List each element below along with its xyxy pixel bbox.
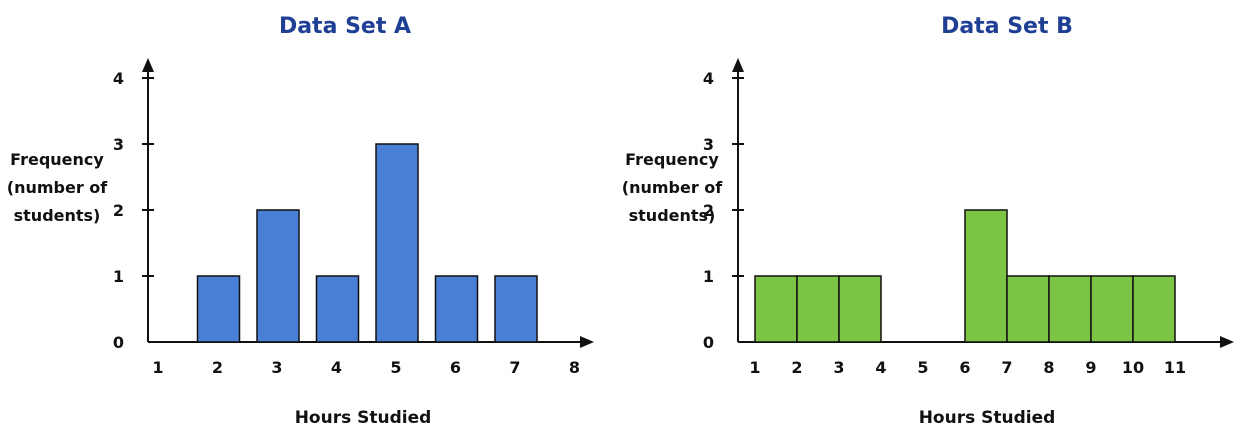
x-tick-label: 7 [1001, 358, 1012, 377]
x-tick-label: 8 [1043, 358, 1054, 377]
x-axis-label: Hours Studied [294, 408, 432, 428]
bar [1048, 275, 1092, 343]
y-tick-label: 3 [703, 135, 714, 154]
x-tick-label: 11 [1164, 358, 1186, 377]
chart-title: Data Set B [941, 14, 1073, 39]
y-tick-label: 1 [703, 267, 714, 286]
y-tick-label: 4 [113, 69, 124, 88]
x-tick-label: 4 [875, 358, 886, 377]
y-axis-label: Frequency (number of students) [621, 150, 723, 225]
bar [1006, 275, 1050, 343]
chart-plot-area: 0 1 2 3 4 1 2 3 4 5 6 7 8 [113, 58, 594, 377]
bar [754, 275, 798, 343]
y-tick-label: 1 [113, 267, 124, 286]
bar [494, 275, 538, 343]
bar [838, 275, 882, 343]
x-tick-label: 2 [791, 358, 802, 377]
chart-data-set-a: Data Set A Frequency (number of students… [0, 0, 622, 436]
x-tick-label: 4 [331, 358, 342, 377]
bar [964, 209, 1008, 343]
x-tick-label: 1 [152, 358, 163, 377]
x-tick-label: 9 [1085, 358, 1096, 377]
bar [1090, 275, 1134, 343]
x-tick-label: 10 [1122, 358, 1144, 377]
x-tick-label: 6 [959, 358, 970, 377]
y-tick-label: 2 [703, 201, 714, 220]
chart-data-set-b: Data Set B Frequency (number of students… [622, 0, 1245, 436]
bar [196, 275, 241, 343]
x-tick-label: 8 [569, 358, 580, 377]
x-tick-label: 3 [271, 358, 282, 377]
x-axis-arrow [1220, 336, 1234, 348]
bar [256, 209, 300, 343]
x-tick-label: 5 [917, 358, 928, 377]
y-tick-label: 0 [703, 333, 714, 352]
x-tick-label: 3 [833, 358, 844, 377]
y-axis-arrow [142, 58, 154, 72]
x-tick-label: 6 [450, 358, 461, 377]
y-tick-label: 0 [113, 333, 124, 352]
y-tick-label: 2 [113, 201, 124, 220]
x-axis-label: Hours Studied [918, 408, 1056, 428]
bar [315, 275, 360, 343]
y-tick-label: 4 [703, 69, 714, 88]
x-tick-label: 7 [509, 358, 520, 377]
bar [1132, 275, 1176, 343]
bar [434, 275, 479, 343]
chart-title: Data Set A [278, 14, 412, 39]
x-tick-label: 1 [749, 358, 760, 377]
chart-plot-area: 0 1 2 3 4 1 2 3 4 5 6 7 8 9 10 11 [703, 58, 1234, 377]
x-tick-label: 2 [212, 358, 223, 377]
bar [375, 143, 419, 343]
y-axis-label: Frequency (number of students) [6, 150, 108, 225]
y-axis-arrow [732, 58, 744, 72]
y-tick-label: 3 [113, 135, 124, 154]
x-axis-arrow [580, 336, 594, 348]
x-tick-label: 5 [390, 358, 401, 377]
bar [796, 275, 840, 343]
